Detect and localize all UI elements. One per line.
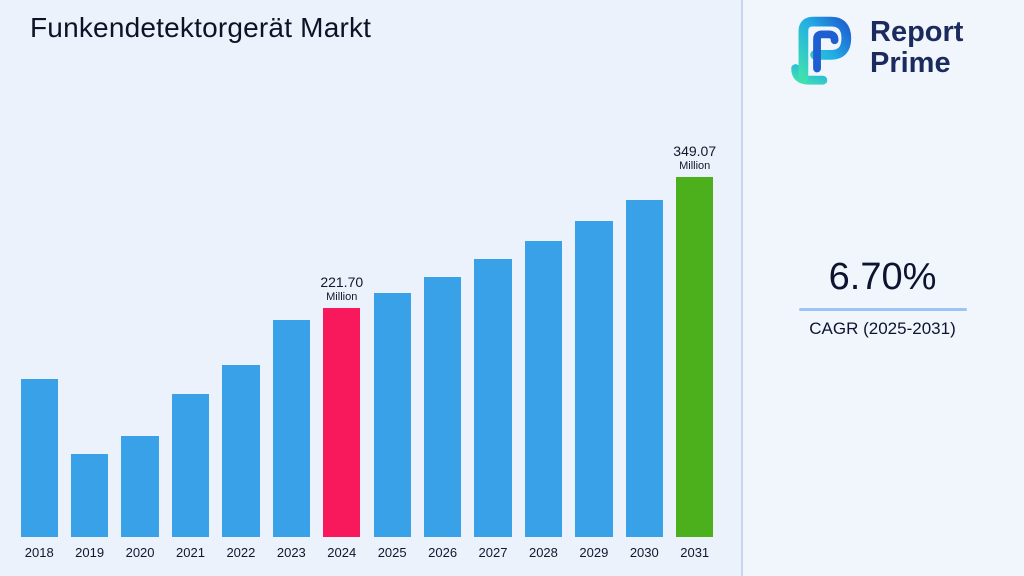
report-prime-logo: Report Prime	[778, 8, 963, 88]
bar-column-2027: 2027	[468, 97, 518, 562]
bar-2026	[423, 277, 462, 537]
x-axis-label-2020: 2020	[125, 545, 155, 560]
x-axis-label-2021: 2021	[176, 545, 205, 560]
cagr-label: CAGR (2025-2031)	[809, 319, 956, 338]
logo-word-report: Report	[870, 15, 964, 48]
bar-2028	[524, 241, 563, 537]
bar-column-2026: 2026	[417, 97, 467, 562]
bar-2019	[70, 454, 109, 537]
bar-column-2019: 2019	[64, 97, 114, 562]
x-axis-label-2027: 2027	[478, 545, 508, 560]
bar-2025	[373, 293, 411, 537]
x-axis-label-2024: 2024	[327, 545, 357, 560]
bar-value-annotation-2024: 221.70 Million	[320, 274, 363, 303]
bar-column-2024: 221.70 Million 2024	[317, 97, 367, 562]
bar-column-2020: 2020	[115, 97, 165, 562]
x-axis-label-2028: 2028	[528, 545, 558, 560]
bar-2024	[323, 308, 361, 537]
bar-2029	[575, 221, 613, 537]
bar-column-2025: 2025	[367, 97, 417, 562]
bar-column-2029: 2029	[569, 97, 619, 562]
cagr-stat: 6.70% CAGR (2025-2031)	[741, 256, 1024, 339]
x-axis-label-2018: 2018	[24, 545, 54, 560]
bar-2023	[272, 320, 310, 537]
bar-2018	[20, 379, 58, 537]
page-title: Funkendetektorgerät Markt	[30, 12, 372, 43]
bar-chart: 2018 2019 2020 2021 2022 2023 221.70 Million 202…	[14, 97, 720, 562]
bar-column-2018: 2018	[14, 97, 64, 562]
bar-2022	[222, 365, 260, 537]
bar-column-2031: 349.07 Million 2031	[669, 97, 719, 562]
right-panel	[741, 0, 1024, 576]
bar-column-2028: 2028	[518, 97, 568, 562]
bar-2020	[121, 436, 159, 537]
bar-column-2021: 2021	[165, 97, 215, 562]
annotation-unit: Million	[326, 291, 358, 303]
annotation-unit: Million	[679, 160, 711, 172]
x-axis-label-2031: 2031	[680, 545, 710, 560]
x-axis-label-2025: 2025	[377, 545, 407, 560]
x-axis-label-2022: 2022	[226, 545, 256, 560]
bar-2021	[171, 394, 210, 537]
bar-value-annotation-2031: 349.07 Million	[673, 143, 716, 172]
stat-underline	[798, 308, 967, 311]
bar-2030	[625, 200, 663, 537]
x-axis-label-2029: 2029	[579, 545, 609, 560]
x-axis-label-2030: 2030	[629, 545, 659, 560]
cagr-value: 6.70%	[828, 256, 937, 298]
annotation-value: 221.70	[320, 274, 364, 290]
bar-2031	[676, 177, 714, 537]
logo-wordmark: Report Prime	[870, 15, 964, 80]
report-prime-logo-icon	[791, 16, 852, 85]
bar-column-2023: 2023	[266, 97, 316, 562]
bar-column-2030: 2030	[619, 97, 669, 562]
x-axis-label-2023: 2023	[276, 545, 306, 560]
bar-column-2022: 2022	[216, 97, 266, 562]
annotation-value: 349.07	[673, 143, 717, 159]
logo-word-prime: Prime	[870, 47, 951, 79]
bar-2027	[474, 259, 512, 537]
x-axis-label-2026: 2026	[428, 545, 458, 560]
x-axis-label-2019: 2019	[75, 545, 105, 560]
